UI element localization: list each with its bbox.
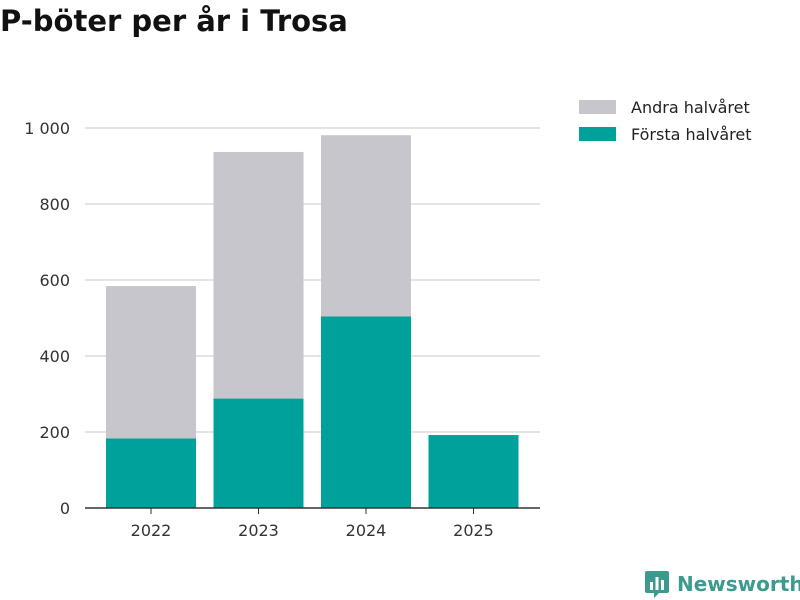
y-tick-label: 600	[39, 271, 70, 290]
legend-swatch	[579, 100, 616, 114]
brand-logo: Newsworthy	[645, 569, 800, 599]
bar-2024-forsta	[321, 316, 411, 508]
bar-2023-forsta	[213, 398, 304, 508]
legend-label: Andra halvåret	[631, 98, 750, 117]
y-tick-label: 400	[39, 347, 70, 366]
x-tick-label: 2022	[131, 521, 172, 540]
y-tick-label: 0	[60, 499, 70, 518]
x-tick-label: 2024	[346, 521, 387, 540]
y-tick-label: 1 000	[24, 119, 70, 138]
bar-2022-forsta	[106, 438, 196, 508]
y-tick-label: 800	[39, 195, 70, 214]
bar-2023-andra	[213, 151, 304, 399]
legend: Andra halvåret Första halvåret	[579, 98, 752, 144]
brand-name: Newsworthy	[677, 572, 800, 596]
bar-2022-andra	[106, 286, 196, 439]
chart-title: P-böter per år i Trosa	[0, 4, 348, 38]
bar-2024-andra	[321, 135, 411, 317]
newsworthy-logo-icon	[645, 571, 669, 598]
legend-label: Första halvåret	[631, 125, 752, 144]
y-tick-label: 200	[39, 423, 70, 442]
legend-swatch	[579, 127, 616, 141]
bar-2025-forsta	[428, 435, 519, 508]
x-tick-label: 2023	[238, 521, 279, 540]
x-tick-label: 2025	[453, 521, 494, 540]
axes: 0 200 400 600 800 1 000 2022 2023 2024 2025	[24, 119, 540, 540]
bars	[106, 135, 519, 508]
